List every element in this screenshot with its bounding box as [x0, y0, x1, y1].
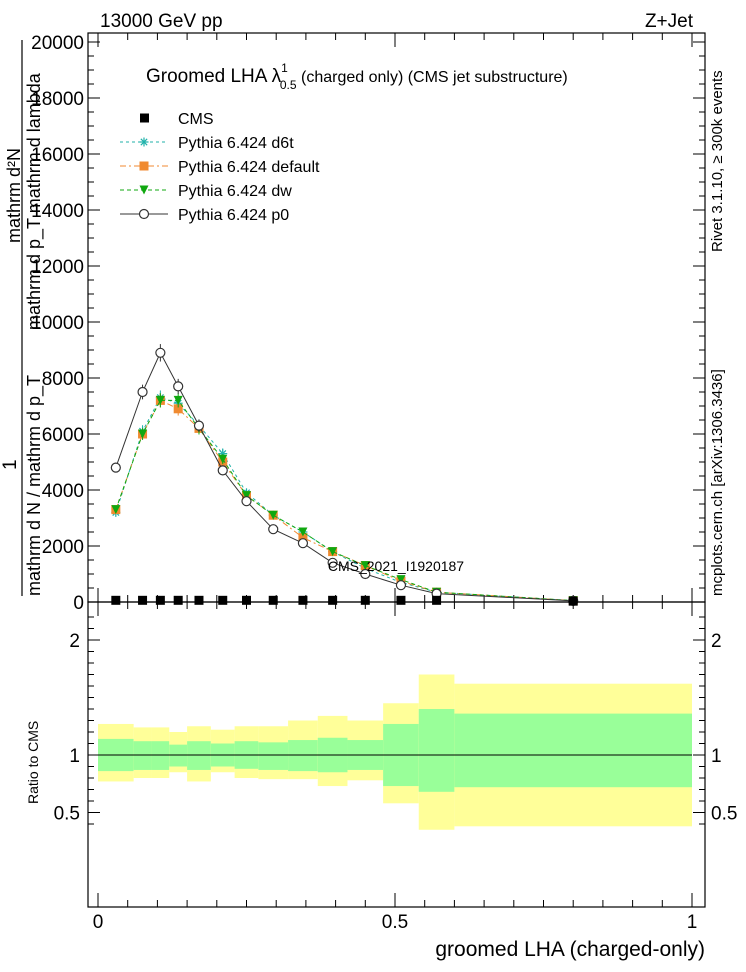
cms-marker: [173, 595, 183, 605]
cms-marker: [328, 595, 338, 605]
legend: CMS Pythia 6.424 d6t Pythia 6.424 default P…: [120, 111, 320, 224]
x-tick-label: 0.5: [382, 912, 408, 933]
side-label-rivet: Rivet 3.1.10, ≥ 300k events: [709, 70, 726, 252]
series-marker: [298, 527, 308, 537]
cms-marker: [268, 595, 278, 605]
ratio-band-inner: [258, 742, 289, 770]
series-line: [115, 351, 574, 602]
ratio-band-inner: [288, 740, 318, 772]
x-tick-label: 0: [93, 912, 104, 933]
cms-marker: [242, 595, 251, 605]
legend-label: Pythia 6.424 p0: [178, 207, 289, 224]
series-marker: [173, 404, 183, 414]
y-tick-label: 14000: [31, 201, 84, 222]
cms-marker: [111, 595, 121, 605]
series-marker: [327, 557, 338, 568]
cms-marker: [218, 595, 228, 605]
series-marker: [328, 547, 338, 557]
y-tick-label: 10000: [31, 313, 84, 334]
cms-marker: [298, 595, 308, 605]
series-marker: [268, 524, 279, 535]
series-marker: [298, 533, 308, 543]
y-tick-label: 2000: [42, 537, 84, 558]
legend-label: Pythia 6.424 d6t: [178, 135, 294, 152]
y-tick-label: 20000: [31, 33, 84, 54]
series-marker: [111, 505, 121, 515]
ratio-band-inner: [187, 741, 211, 770]
series-marker: [241, 496, 252, 507]
series-marker: [268, 510, 278, 520]
ylabel-top-b: mathrm d p_T mathrm d lambda: [24, 72, 45, 330]
y-tick-label: 8000: [42, 369, 84, 390]
x-tick-label: 1: [687, 912, 698, 933]
series-marker: [218, 454, 228, 464]
ratio-y-tick-label-right: 1: [711, 746, 722, 767]
ratio-band-inner: [133, 741, 152, 770]
chart-title-main: Groomed LHA λ: [146, 66, 282, 87]
cms-marker: [396, 595, 406, 605]
cms-marker: [155, 595, 165, 605]
ratio-band-inner: [418, 709, 455, 792]
y-tick-label: 16000: [31, 145, 84, 166]
ylabel-top: mathrm d²N: [4, 148, 24, 243]
series-marker: [137, 386, 148, 398]
main-plot: 0 2000 4000 6000 8000 10000 12000 14000 16000 180…: [31, 32, 706, 614]
cms-marker: [360, 595, 370, 605]
legend-label: Pythia 6.424 default: [178, 159, 320, 176]
header-left: 13000 GeV pp: [100, 11, 223, 32]
chart-title: Groomed LHA λ1 0.5 (charged only) (CMS je…: [146, 61, 568, 92]
legend-marker: [139, 185, 149, 195]
series-marker: [242, 491, 251, 501]
ratio-band-inner: [169, 744, 188, 767]
ratio-band-inner: [454, 713, 692, 788]
y-tick-label: 4000: [42, 481, 84, 502]
xlabel: groomed LHA (charged-only): [435, 938, 705, 961]
legend-marker: [139, 161, 149, 171]
legend-marker: [138, 208, 150, 220]
series-marker: [360, 561, 370, 571]
cms-marker: [138, 595, 148, 605]
y-tick-label: 12000: [31, 257, 84, 278]
ratio-y-tick-label: 1: [69, 746, 80, 767]
ylabel-bottom: mathrm d N / mathrm d p_T: [24, 375, 45, 596]
ylabel-num: 1: [0, 459, 21, 470]
series-marker: [297, 538, 309, 549]
y-tick-label: 6000: [42, 425, 84, 446]
series-marker: [360, 568, 371, 580]
series-marker: [173, 395, 183, 405]
ratio-ylabel: Ratio to CMS: [25, 721, 41, 804]
chart-title-sub: 0.5: [280, 78, 297, 92]
ratio-y-tick-label-right: 2: [711, 631, 722, 652]
ratio-y-tick-label: 2: [69, 631, 80, 652]
watermark: CMS_2021_I1920187: [328, 558, 464, 574]
series-marker: [217, 465, 228, 476]
ratio-y-tick-label-right: 0.5: [711, 804, 737, 825]
side-label-mcplots: mcplots.cern.ch [arXiv:1306.3436]: [709, 369, 726, 596]
legend-label: Pythia 6.424 dw: [178, 183, 292, 200]
legend-marker: [139, 137, 149, 147]
chart-title-rest: (charged only) (CMS jet substructure): [297, 69, 568, 86]
cms-marker: [194, 595, 204, 605]
series-line: [115, 399, 574, 602]
header-right: Z+Jet: [645, 11, 694, 32]
series-marker: [155, 347, 166, 358]
legend-label: CMS: [178, 111, 214, 128]
series-marker: [155, 395, 165, 405]
chart-title-sup: 1: [281, 61, 288, 75]
y-tick-label: 0: [73, 593, 84, 614]
cms-marker: [432, 595, 442, 605]
ratio-band-inner: [151, 741, 170, 770]
series-marker: [193, 420, 205, 431]
legend-marker: [140, 113, 149, 123]
series-marker: [173, 381, 184, 392]
ratio-plot: 0 0.5 1 0.5 0.5 1 1 2 2: [54, 601, 737, 933]
series-marker: [110, 462, 121, 473]
cms-marker: [568, 596, 578, 606]
ratio-y-tick-label: 0.5: [54, 804, 80, 825]
series-marker: [396, 575, 406, 585]
series-marker: [138, 429, 148, 439]
series-marker: [395, 580, 407, 591]
y-tick-label: 18000: [31, 89, 84, 110]
